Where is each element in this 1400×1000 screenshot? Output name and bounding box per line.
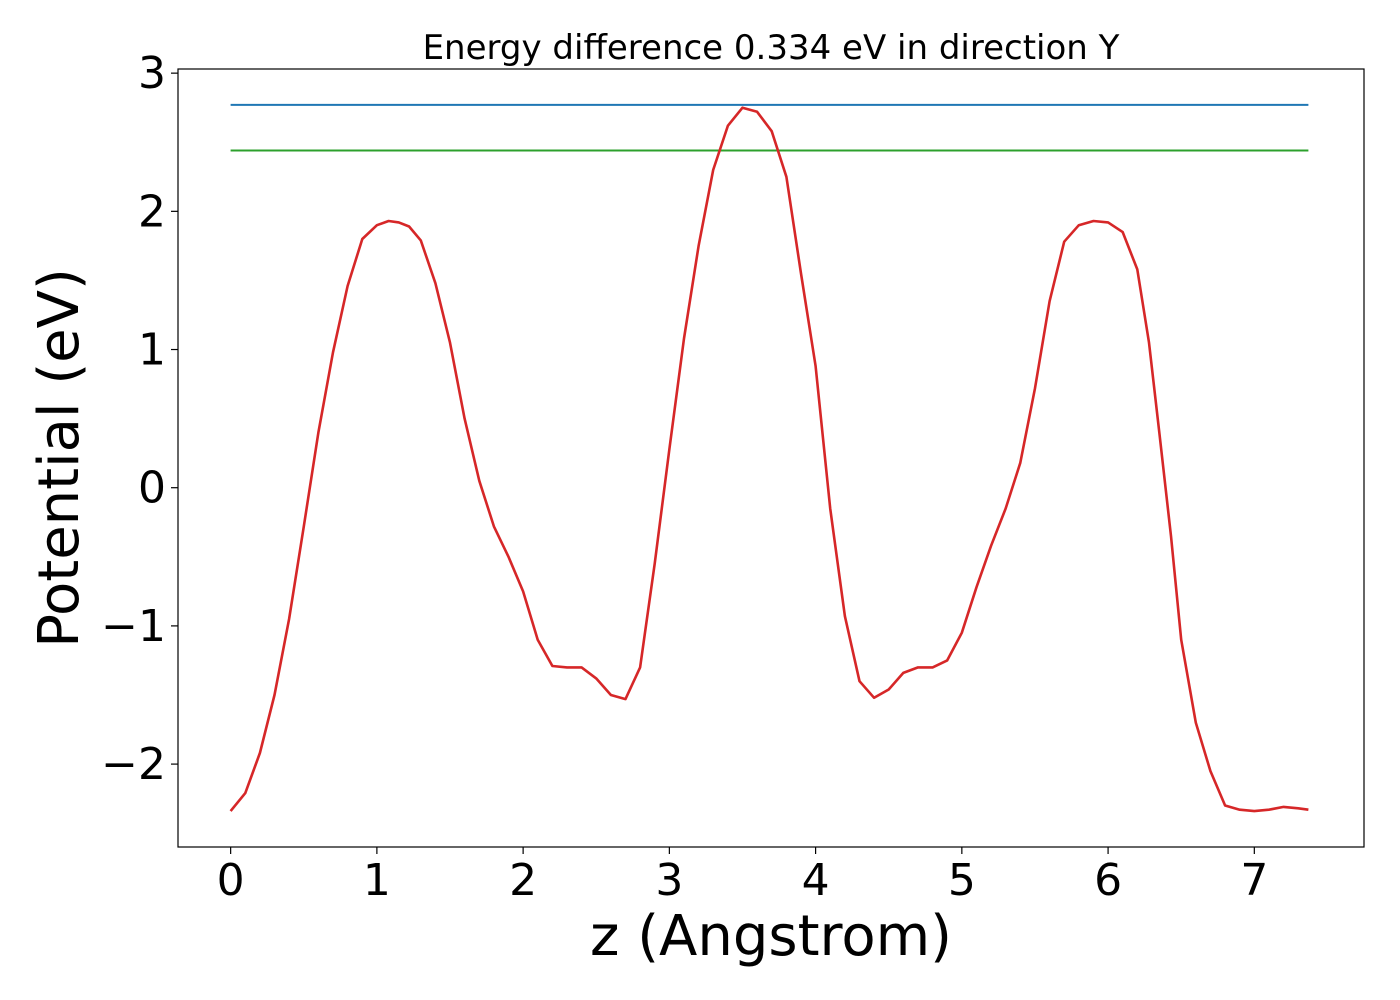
y-axis-title: Potential (eV) <box>27 268 92 648</box>
x-tick-label: 6 <box>1094 855 1122 906</box>
y-tick-label: 0 <box>138 463 166 514</box>
x-tick-label: 3 <box>655 855 683 906</box>
y-tick-label: 3 <box>138 48 166 99</box>
x-ticks: 0 1 2 3 4 5 6 7 <box>217 847 1268 906</box>
x-tick-label: 2 <box>509 855 537 906</box>
x-tick-label: 0 <box>217 855 245 906</box>
y-ticks: −2 −1 0 1 2 3 <box>101 48 178 790</box>
y-tick-label: 1 <box>138 325 166 376</box>
x-tick-label: 7 <box>1240 855 1268 906</box>
y-tick-label: −1 <box>101 601 166 652</box>
series-layer <box>229 103 1309 813</box>
x-tick-label: 4 <box>802 855 830 906</box>
series-line-3 <box>229 106 1309 813</box>
y-tick-label: 2 <box>138 186 166 237</box>
x-axis-title: z (Angstrom) <box>590 904 952 969</box>
x-tick-label: 1 <box>363 855 391 906</box>
chart-title: Energy difference 0.334 eV in direction … <box>423 28 1120 68</box>
plot-area <box>177 68 1365 848</box>
x-tick-label: 5 <box>948 855 976 906</box>
y-tick-label: −2 <box>101 739 166 790</box>
